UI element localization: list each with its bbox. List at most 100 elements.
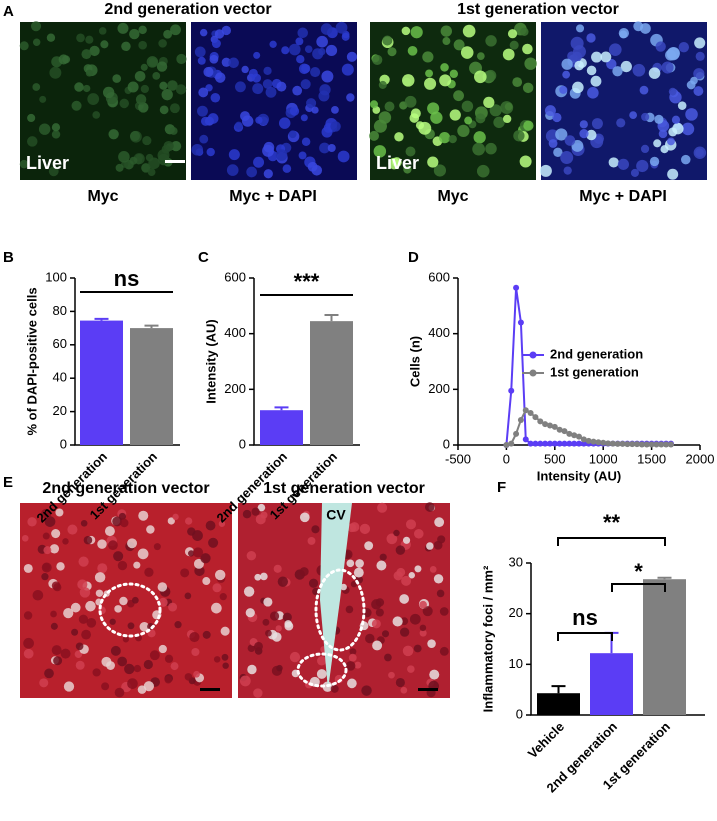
x-tick-label: 1000 [589, 451, 618, 466]
nucleus [50, 610, 57, 618]
nucleus [276, 664, 283, 672]
nucleus [387, 47, 397, 57]
point [513, 284, 520, 291]
nucleus [436, 589, 445, 598]
nucleus [27, 113, 36, 123]
nucleus [200, 116, 211, 126]
nucleus [400, 686, 408, 694]
nucleus [39, 95, 47, 103]
micrographs: Liver Liver CV [19, 21, 707, 698]
nucleus [192, 547, 204, 558]
nucleus [422, 51, 434, 63]
nucleus [140, 63, 148, 71]
y-tick-label: 100 [45, 269, 67, 284]
point [571, 432, 578, 439]
nucleus [695, 51, 705, 61]
nucleus [407, 45, 418, 56]
nucleus [221, 57, 231, 67]
nucleus [175, 84, 187, 95]
nucleus [513, 130, 525, 142]
panel-label: B [3, 249, 14, 266]
nucleus [23, 637, 34, 649]
nucleus [353, 567, 364, 578]
nucleus [239, 675, 251, 687]
nucleus [384, 101, 395, 112]
nucleus [382, 35, 393, 46]
nucleus [19, 41, 29, 51]
nucleus [228, 149, 240, 161]
point [576, 433, 582, 440]
micrograph [370, 22, 536, 180]
nucleus [365, 633, 375, 644]
nucleus [461, 100, 474, 113]
nucleus [372, 54, 383, 65]
nucleus [115, 163, 124, 172]
nucleus [214, 29, 225, 39]
nucleus [134, 70, 146, 82]
nucleus [453, 90, 464, 102]
nucleus [101, 682, 110, 691]
point [648, 441, 655, 448]
nucleus [331, 105, 339, 114]
legend-swatch [529, 351, 537, 359]
point [537, 440, 544, 447]
nucleus [300, 114, 308, 122]
nucleus [586, 65, 597, 76]
point [527, 409, 534, 416]
nucleus [71, 100, 82, 111]
bar [260, 410, 303, 445]
x-tick-label: 2000 [686, 451, 715, 466]
nucleus [307, 161, 318, 172]
x-tick-label: 1500 [637, 451, 666, 466]
nucleus [346, 51, 358, 62]
nucleus [653, 139, 662, 148]
nucleus [180, 568, 190, 578]
nucleus [677, 101, 687, 110]
nucleus [559, 85, 568, 94]
nucleus [407, 665, 415, 673]
point [634, 441, 641, 448]
panel-label: D [408, 249, 419, 266]
nucleus [269, 611, 280, 621]
x-tick-label: 500 [544, 451, 566, 466]
nucleus [440, 25, 452, 37]
nucleus [427, 156, 439, 168]
nucleus [62, 538, 69, 545]
nucleus [121, 41, 131, 52]
nucleus [422, 606, 433, 617]
nucleus [350, 580, 358, 588]
nucleus [502, 48, 515, 61]
nucleus [345, 661, 356, 671]
significance-label: *** [294, 269, 320, 294]
nucleus [295, 37, 304, 46]
nucleus [205, 520, 216, 531]
nucleus [668, 87, 677, 96]
nucleus [41, 562, 52, 573]
nucleus [311, 525, 320, 534]
nucleus [378, 111, 392, 124]
y-axis-label: Cells (n) [407, 336, 422, 387]
nucleus [616, 118, 626, 128]
nucleus [63, 607, 74, 619]
nucleus [242, 115, 254, 127]
nucleus [299, 512, 310, 523]
point [542, 421, 549, 428]
nucleus [427, 102, 440, 115]
bar [537, 693, 580, 715]
nucleus [202, 577, 211, 586]
nucleus [364, 541, 374, 551]
nucleus [49, 544, 60, 554]
point [580, 436, 587, 443]
nucleus [560, 151, 574, 165]
nucleus [402, 536, 411, 544]
nucleus [85, 69, 93, 77]
nucleus [254, 573, 262, 581]
nucleus [361, 685, 372, 696]
nucleus [308, 578, 319, 588]
error-bar [324, 314, 339, 322]
nucleus [203, 66, 214, 77]
nucleus [92, 668, 101, 677]
nucleus [109, 618, 116, 625]
nucleus [30, 21, 42, 32]
nucleus [330, 684, 339, 693]
